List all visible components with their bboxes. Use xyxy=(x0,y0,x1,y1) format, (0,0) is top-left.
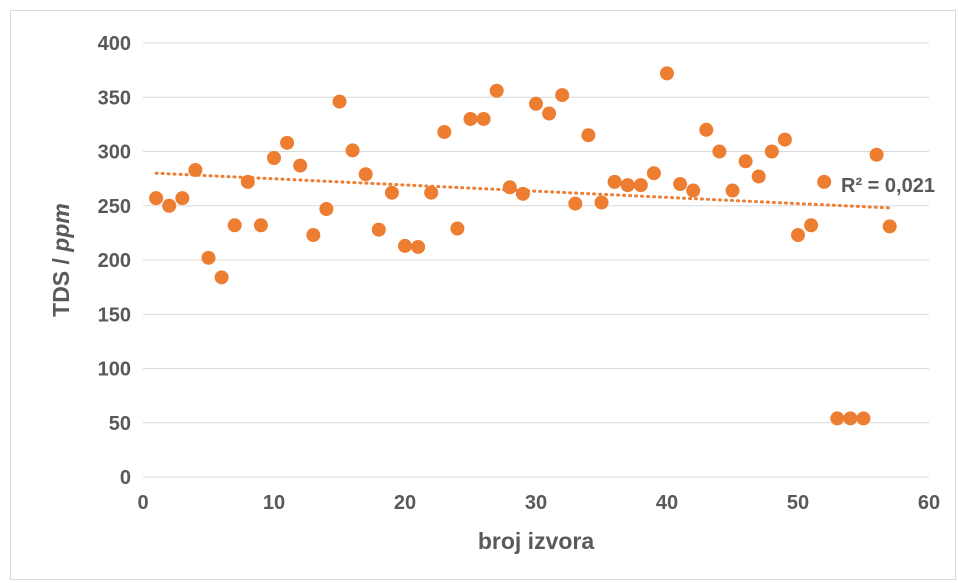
y-tick-label: 150 xyxy=(98,304,131,326)
y-tick-label: 300 xyxy=(98,142,131,164)
data-point xyxy=(515,186,530,201)
data-point xyxy=(830,411,845,426)
data-point xyxy=(581,128,596,143)
data-point xyxy=(267,151,281,166)
data-point xyxy=(529,96,543,111)
data-point xyxy=(214,270,229,285)
data-point xyxy=(463,111,478,126)
data-points xyxy=(149,66,897,426)
data-point xyxy=(450,221,465,236)
y-axis-title-main: TDS / xyxy=(48,252,74,317)
x-tick-label: 50 xyxy=(787,492,809,514)
data-point xyxy=(843,411,858,426)
data-point xyxy=(791,228,805,243)
data-point xyxy=(227,218,242,233)
x-tick-label: 20 xyxy=(394,492,416,514)
data-point xyxy=(712,144,727,159)
data-point xyxy=(555,88,570,103)
x-tick-label: 0 xyxy=(137,492,148,514)
data-point xyxy=(620,178,635,193)
data-point xyxy=(240,174,255,189)
x-tick-label: 60 xyxy=(918,492,940,514)
data-point xyxy=(869,147,884,162)
y-tick-label: 250 xyxy=(98,196,131,218)
data-point xyxy=(817,174,832,189)
data-point xyxy=(424,185,439,200)
data-point xyxy=(751,169,766,184)
data-point xyxy=(777,132,792,147)
data-point xyxy=(476,111,491,126)
data-point xyxy=(502,180,517,195)
x-tick-label: 10 xyxy=(263,492,285,514)
x-axis-title: broj izvora xyxy=(478,528,595,554)
data-point xyxy=(411,239,426,254)
data-point xyxy=(319,202,334,217)
data-point xyxy=(398,238,412,253)
data-point xyxy=(882,219,897,234)
data-point xyxy=(345,143,360,158)
data-point xyxy=(673,177,688,192)
data-point xyxy=(542,106,557,121)
data-point xyxy=(371,222,386,237)
y-tick-label: 350 xyxy=(98,87,131,109)
data-point xyxy=(646,166,661,181)
data-point xyxy=(856,411,871,426)
data-point xyxy=(568,196,583,211)
data-point xyxy=(764,144,779,159)
data-point xyxy=(660,66,674,81)
data-point xyxy=(358,167,373,182)
r-squared-label: R² = 0,021 xyxy=(841,175,935,197)
data-point xyxy=(201,250,216,265)
data-point xyxy=(149,191,164,206)
data-point xyxy=(804,218,819,233)
data-point xyxy=(306,228,321,243)
data-point xyxy=(175,191,190,206)
data-point xyxy=(633,178,648,193)
data-point xyxy=(293,158,308,173)
data-point xyxy=(725,183,740,198)
y-tick-label: 0 xyxy=(120,467,131,489)
data-point xyxy=(437,124,452,139)
scatter-chart: 0 50 100 150 200 250 300 350 400 0 10 20 30 40 50 60 br… xyxy=(48,33,941,554)
data-point xyxy=(332,94,347,109)
data-point xyxy=(162,198,177,213)
y-tick-label: 50 xyxy=(109,413,131,435)
data-point xyxy=(489,83,504,98)
y-axis-title: TDS / ppm xyxy=(48,203,74,317)
tick-labels: 0 50 100 150 200 250 300 350 400 0 10 20 30 40 50 60 xyxy=(98,33,941,514)
x-tick-label: 30 xyxy=(525,492,547,514)
data-point xyxy=(253,218,268,233)
data-point xyxy=(738,154,753,169)
x-tick-label: 40 xyxy=(656,492,678,514)
data-point xyxy=(607,174,622,189)
y-tick-label: 200 xyxy=(98,250,131,272)
data-point xyxy=(280,135,295,150)
data-point xyxy=(594,195,609,210)
data-point xyxy=(384,185,399,200)
data-point xyxy=(699,122,714,137)
y-tick-label: 400 xyxy=(98,33,131,55)
data-point xyxy=(188,162,203,177)
data-point xyxy=(686,183,701,198)
y-axis-title-unit: ppm xyxy=(48,203,74,253)
y-tick-label: 100 xyxy=(98,359,131,381)
chart-frame: 0 50 100 150 200 250 300 350 400 0 10 20 30 40 50 60 br… xyxy=(10,10,956,580)
